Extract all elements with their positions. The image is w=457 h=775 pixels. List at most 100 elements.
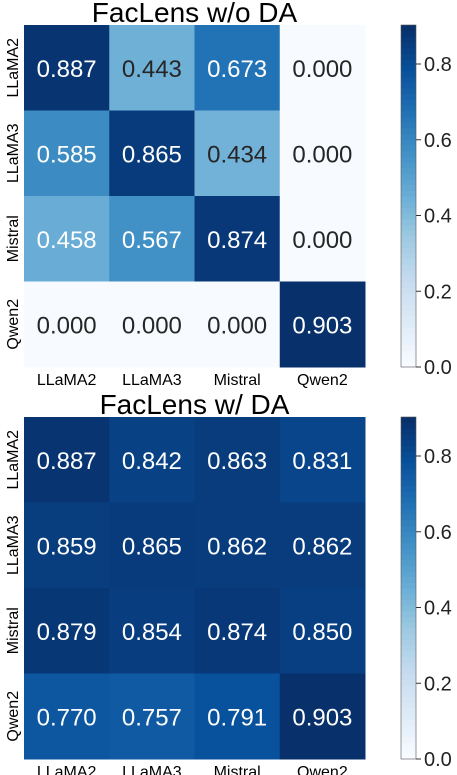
x-tick-label: LLaMA2: [37, 764, 97, 775]
colorbar-strip: [401, 479, 416, 486]
cell-value-label: 0.865: [122, 533, 182, 560]
colorbar-strip: [401, 428, 416, 435]
colorbar-strip: [401, 485, 416, 492]
heatmap-cell: [279, 417, 366, 503]
colorbar-strip: [401, 30, 416, 37]
colorbar-tick-label: 0.4: [424, 206, 452, 228]
colorbar-strip: [401, 110, 416, 117]
heatmap-cell: [24, 196, 110, 282]
heatmap-cell: [24, 281, 110, 368]
colorbar-strip: [401, 724, 416, 732]
chart-title: FacLens w/ DA: [100, 389, 290, 420]
colorbar-strip: [401, 258, 416, 265]
x-tick-label: LLaMA3: [122, 372, 182, 389]
cell-value-label: 0.903: [292, 312, 352, 339]
heatmap-cell: [109, 25, 195, 111]
colorbar-strip: [401, 64, 416, 72]
colorbar-tick-label: 0.6: [424, 522, 452, 544]
heatmap-cell: [109, 281, 195, 368]
y-tick-label: Mistral: [5, 215, 22, 262]
colorbar-strip: [401, 588, 416, 595]
colorbar-strip: [401, 127, 416, 134]
colorbar-strip: [401, 264, 416, 271]
cell-value-label: 0.887: [37, 56, 97, 83]
cell-value-label: 0.862: [207, 533, 267, 560]
cell-value-label: 0.903: [292, 704, 352, 731]
colorbar-strip: [401, 582, 416, 589]
colorbar-strip: [401, 184, 416, 191]
colorbar-strip: [401, 59, 416, 66]
colorbar-tick-label: 0.0: [424, 749, 452, 771]
colorbar-strip: [401, 445, 416, 452]
cell-value-label: 0.567: [122, 227, 182, 254]
colorbar-strip: [401, 196, 416, 203]
colorbar-strip: [401, 451, 416, 458]
heatmap-cell: [279, 502, 366, 589]
colorbar-strip: [401, 570, 416, 578]
colorbar-strip: [401, 133, 416, 140]
colorbar-strip: [401, 690, 416, 697]
colorbar-tick-label: 0.8: [424, 446, 452, 468]
colorbar-strip: [401, 224, 416, 231]
colorbar-strip: [401, 70, 416, 77]
colorbar-strip: [401, 456, 416, 464]
heatmap-cell: [279, 281, 366, 368]
cell-value-label: 0.854: [122, 619, 182, 646]
cell-value-label: 0.673: [207, 56, 267, 83]
colorbar-strip: [401, 645, 416, 652]
colorbar-strip: [401, 321, 416, 328]
cell-value-label: 0.887: [37, 448, 97, 475]
colorbar-strip: [401, 702, 416, 709]
cell-value-label: 0.791: [207, 704, 267, 731]
colorbar-strip: [401, 355, 416, 362]
colorbar-strip: [401, 707, 416, 714]
colorbar-frame: [400, 24, 417, 368]
cell-value-label: 0.865: [122, 141, 182, 168]
colorbar-strip: [401, 679, 416, 686]
colorbar-strip: [401, 633, 416, 640]
colorbar-strip: [401, 605, 416, 612]
colorbar-strip: [401, 241, 416, 248]
heatmap-cell: [24, 25, 110, 111]
x-tick-label: Mistral: [214, 372, 261, 389]
colorbar-strip: [401, 167, 416, 174]
colorbar-strip: [401, 190, 416, 197]
colorbar-strip: [401, 662, 416, 669]
colorbar-strip: [401, 599, 416, 606]
colorbar-strip: [401, 513, 416, 521]
colorbar-strip: [401, 332, 416, 340]
colorbar-strip: [401, 275, 416, 283]
colorbar-strip: [401, 696, 416, 703]
cell-value-label: 0.000: [207, 312, 267, 339]
colorbar-strip: [401, 462, 416, 469]
colorbar-strip: [401, 650, 416, 657]
heatmap-cell: [24, 588, 110, 674]
heatmap-cell: [194, 25, 281, 111]
colorbar-strip: [401, 439, 416, 447]
colorbar-strip: [401, 247, 416, 254]
colorbar-strip: [401, 741, 416, 749]
colorbar-strip: [401, 508, 416, 515]
colorbar-strip: [401, 736, 416, 743]
colorbar-strip: [401, 47, 416, 55]
cell-value-label: 0.842: [122, 448, 182, 475]
cell-value-label: 0.859: [37, 533, 97, 560]
colorbar-strip: [401, 310, 416, 317]
colorbar-strip: [401, 536, 416, 543]
colorbar-strip: [401, 525, 416, 532]
colorbar-strip: [401, 235, 416, 243]
y-tick-label: LLaMA3: [5, 123, 22, 183]
cell-value-label: 0.000: [122, 312, 182, 339]
cell-value-label: 0.874: [207, 619, 267, 646]
colorbar-strip: [401, 304, 416, 311]
colorbar-strip: [401, 361, 416, 368]
cell-value-label: 0.000: [292, 227, 352, 254]
colorbar-strip: [401, 422, 416, 429]
colorbar-strip: [401, 213, 416, 220]
colorbar-strip: [401, 287, 416, 294]
colorbar-strip: [401, 292, 416, 300]
colorbar-tick-label: 0.0: [424, 357, 452, 379]
colorbar-strip: [401, 36, 416, 43]
colorbar-strip: [401, 673, 416, 680]
colorbar-strip: [401, 327, 416, 334]
